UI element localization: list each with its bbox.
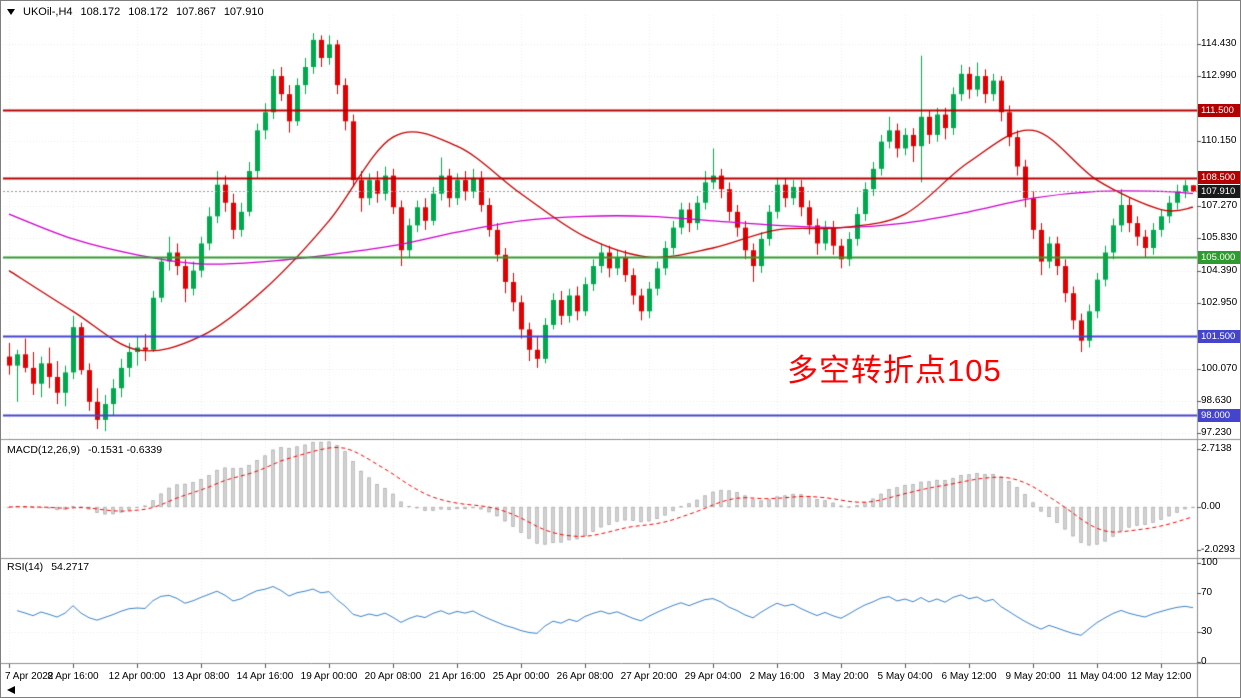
- macd-name: MACD(12,26,9): [7, 444, 80, 456]
- macd-indicator-label: MACD(12,26,9) -0.1531 -0.6339: [7, 444, 162, 456]
- ohlc-low: 107.867: [176, 6, 216, 18]
- rsi-value: 54.2717: [51, 561, 90, 573]
- symbol-timeframe: UKOil-,H4: [23, 6, 73, 18]
- chart-header: UKOil-,H4 108.172 108.172 107.867 107.91…: [7, 6, 264, 18]
- annotation-text: 多空转折点105: [787, 353, 1002, 388]
- ohlc-high: 108.172: [128, 6, 169, 18]
- ohlc-open: 108.172: [80, 6, 121, 18]
- chart-menu-icon[interactable]: [7, 9, 15, 15]
- ohlc-close: 107.910: [223, 6, 264, 18]
- macd-values: -0.1531 -0.6339: [87, 444, 163, 456]
- rsi-name: RSI(14): [7, 561, 44, 573]
- scroll-left-icon[interactable]: [7, 686, 15, 694]
- rsi-indicator-label: RSI(14) 54.2717: [7, 561, 89, 573]
